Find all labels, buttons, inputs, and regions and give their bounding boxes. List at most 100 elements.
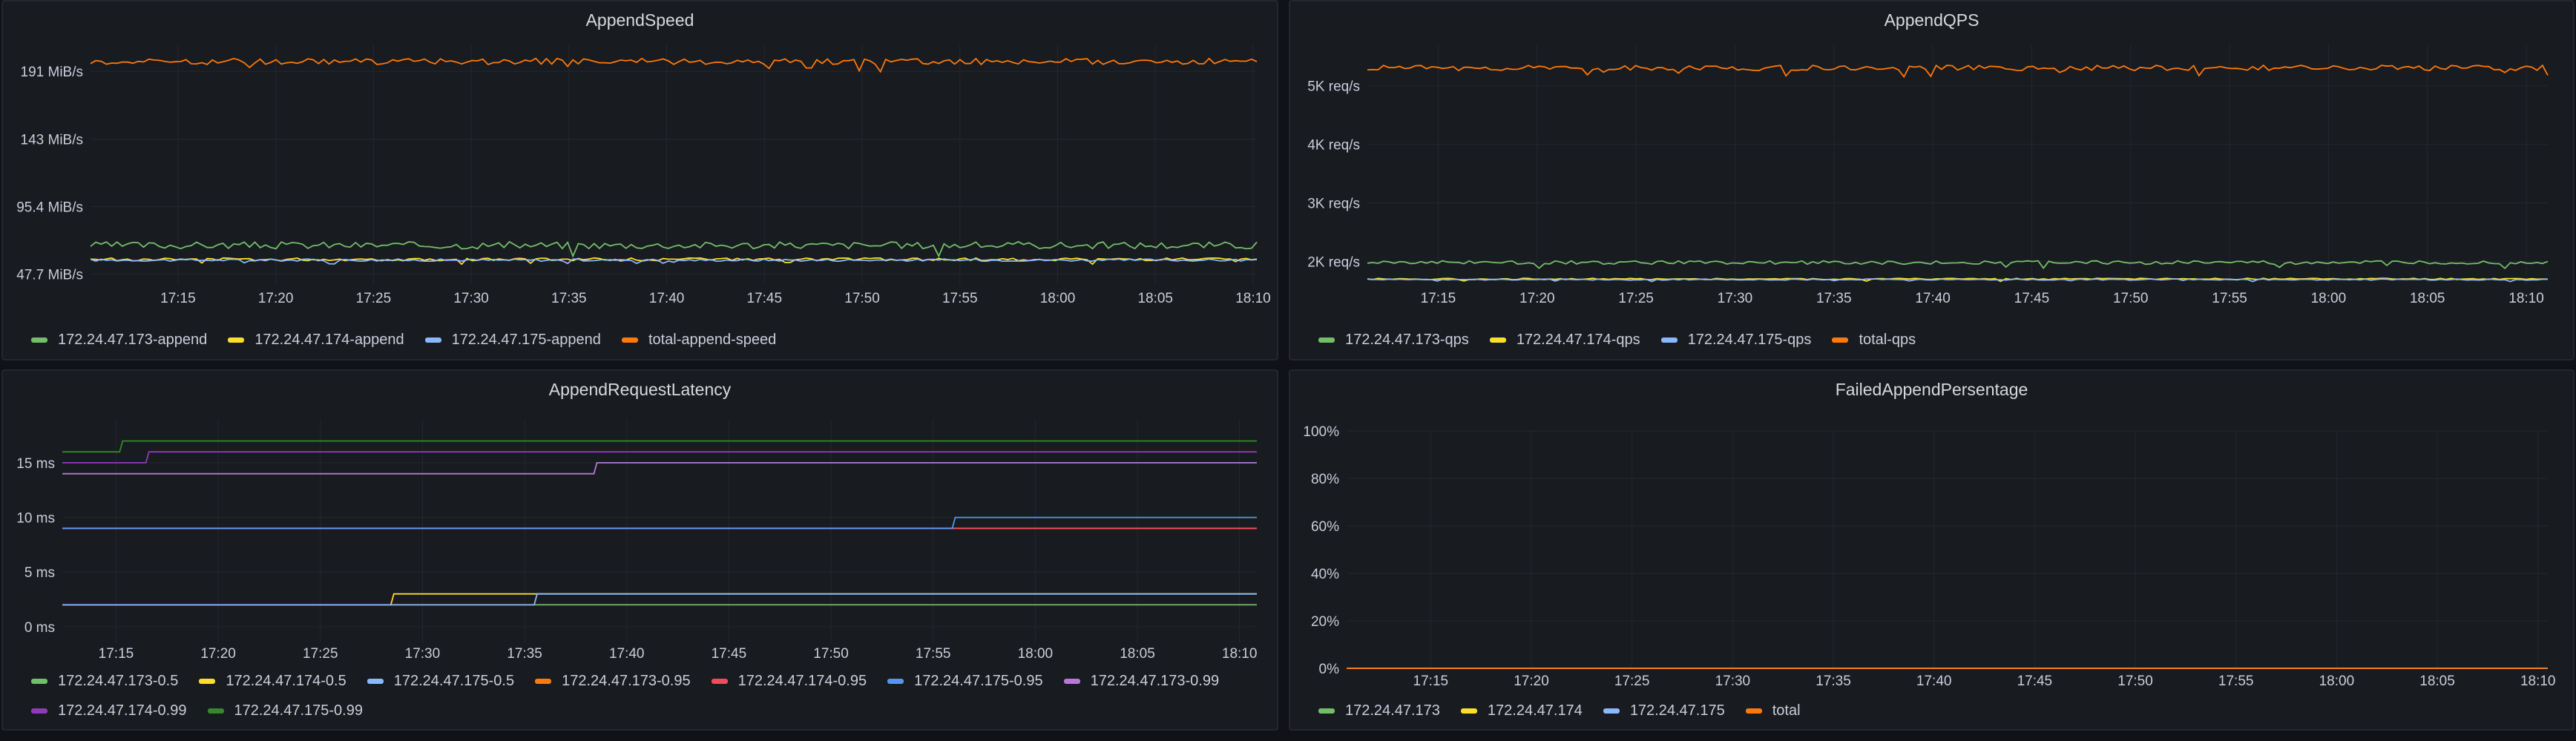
legend-label: 172.24.47.174-0.99 xyxy=(58,702,187,719)
y-tick-label: 20% xyxy=(1311,614,1339,630)
x-tick-label: 18:10 xyxy=(1222,646,1258,662)
x-tick-label: 17:40 xyxy=(1915,291,1951,306)
panel-title[interactable]: AppendSpeed xyxy=(585,10,694,30)
x-tick-label: 17:50 xyxy=(2113,291,2149,306)
x-tick-label: 17:15 xyxy=(1421,291,1456,306)
legend-swatch xyxy=(1318,708,1335,714)
x-tick-label: 17:35 xyxy=(507,646,542,662)
series-line[interactable] xyxy=(62,451,1257,464)
y-tick-label: 40% xyxy=(1311,567,1339,582)
series-line[interactable] xyxy=(90,57,1258,73)
legend-item[interactable]: 172.24.47.175-0.5 xyxy=(367,666,514,696)
legend-item[interactable]: total xyxy=(1745,696,1801,725)
x-tick-label: 17:35 xyxy=(1816,674,1851,689)
panel-append-request-latency[interactable]: AppendRequestLatency 17:15 17:20 17:25 17:3… xyxy=(1,369,1278,731)
legend: 172.24.47.173 172.24.47.174 172.24.47.175 t… xyxy=(1318,696,2558,725)
panel-title[interactable]: AppendQPS xyxy=(1884,10,1979,30)
x-tick-label: 17:35 xyxy=(551,291,587,306)
y-tick-label: 143 MiB/s xyxy=(21,133,83,148)
chart-append-qps: 17:15 17:20 17:25 17:30 17:35 17:40 17:45 17:50… xyxy=(1307,45,2549,306)
x-tick-label: 17:25 xyxy=(1618,291,1654,306)
legend-item[interactable]: total-qps xyxy=(1832,325,1916,355)
legend-swatch xyxy=(207,708,224,714)
x-tick-label: 17:30 xyxy=(405,646,441,662)
series-line[interactable] xyxy=(90,258,1258,265)
panel-append-speed[interactable]: AppendSpeed 17:15 17:20 17:25 17:30 17:35 17:… xyxy=(1,0,1278,360)
series-line[interactable] xyxy=(62,440,1257,453)
x-tick-label: 17:45 xyxy=(747,291,783,306)
y-tick-label: 0 ms xyxy=(24,620,55,636)
legend-item[interactable]: 172.24.47.175-0.95 xyxy=(887,666,1043,696)
panel-append-qps[interactable]: AppendQPS 17:15 17:20 17:25 17:30 17:35 17:40… xyxy=(1289,0,2575,360)
y-tick-label: 100% xyxy=(1303,424,1339,440)
legend-label: total-append-speed xyxy=(648,331,777,348)
legend-item[interactable]: 172.24.47.175-0.99 xyxy=(207,696,363,725)
legend-label: total xyxy=(1772,702,1801,719)
legend-item[interactable]: 172.24.47.173-qps xyxy=(1318,325,1469,355)
legend-label: 172.24.47.175-0.5 xyxy=(393,672,515,689)
legend-label: 172.24.47.173-0.5 xyxy=(58,672,179,689)
legend: 172.24.47.173-qps 172.24.47.174-qps 172.24… xyxy=(1318,325,2558,355)
legend-label: total-qps xyxy=(1859,331,1916,348)
x-tick-label: 18:05 xyxy=(2410,291,2445,306)
series-line[interactable] xyxy=(90,257,1258,266)
y-tick-label: 10 ms xyxy=(16,511,55,527)
legend: 172.24.47.173-append 172.24.47.174-append… xyxy=(31,325,1262,355)
x-tick-label: 17:55 xyxy=(2212,291,2247,306)
series-line[interactable] xyxy=(1367,64,2549,79)
legend-swatch xyxy=(1489,337,1506,343)
legend-item[interactable]: 172.24.47.173 xyxy=(1318,696,1440,725)
chart-append-request-latency: 17:15 17:20 17:25 17:30 17:35 17:40 17:45 17:50… xyxy=(16,419,1258,662)
x-tick-label: 18:00 xyxy=(2319,674,2355,689)
legend-item[interactable]: 172.24.47.173-append xyxy=(31,325,207,355)
legend-item[interactable]: 172.24.47.175-qps xyxy=(1660,325,1811,355)
legend-swatch xyxy=(1318,337,1335,343)
x-tick-label: 18:00 xyxy=(1018,646,1054,662)
legend-label: 172.24.47.175-0.95 xyxy=(914,672,1043,689)
y-tick-label: 80% xyxy=(1311,472,1339,487)
x-tick-label: 17:15 xyxy=(99,646,134,662)
legend-item[interactable]: 172.24.47.173-0.99 xyxy=(1063,666,1219,696)
x-tick-label: 18:10 xyxy=(2520,674,2556,689)
legend: 172.24.47.173-0.5 172.24.47.174-0.5 172.24… xyxy=(31,666,1262,725)
series-line[interactable] xyxy=(1367,260,2549,270)
x-tick-label: 17:25 xyxy=(303,646,338,662)
legend-item[interactable]: 172.24.47.174-append xyxy=(228,325,404,355)
legend-swatch xyxy=(1460,708,1477,714)
legend-item[interactable]: 172.24.47.173-0.5 xyxy=(31,666,178,696)
x-tick-label: 18:00 xyxy=(1040,291,1076,306)
x-tick-label: 17:40 xyxy=(649,291,685,306)
legend-item[interactable]: 172.24.47.174-0.95 xyxy=(711,666,867,696)
legend-label: 172.24.47.174-qps xyxy=(1516,331,1640,348)
y-tick-label: 5 ms xyxy=(24,565,55,581)
x-tick-label: 17:30 xyxy=(1718,291,1753,306)
legend-item[interactable]: 172.24.47.174-0.99 xyxy=(31,696,187,725)
x-tick-label: 17:35 xyxy=(1816,291,1852,306)
legend-label: 172.24.47.173 xyxy=(1345,702,1440,719)
panel-failed-append-persentage[interactable]: FailedAppendPersentage 17:15 17:20 17:25 17… xyxy=(1289,369,2575,731)
series-line[interactable] xyxy=(62,593,1257,606)
legend-swatch xyxy=(887,678,904,684)
series-line[interactable] xyxy=(62,462,1257,475)
legend-item[interactable]: 172.24.47.173-0.95 xyxy=(535,666,691,696)
x-tick-label: 18:05 xyxy=(2419,674,2455,689)
x-tick-label: 17:20 xyxy=(258,291,294,306)
series-line[interactable] xyxy=(62,593,1257,606)
panel-title[interactable]: AppendRequestLatency xyxy=(548,380,732,399)
series-line[interactable] xyxy=(62,516,1257,530)
panel-title[interactable]: FailedAppendPersentage xyxy=(1835,380,2028,399)
legend-item[interactable]: 172.24.47.174 xyxy=(1460,696,1583,725)
series-line[interactable] xyxy=(90,240,1258,258)
legend-label: 172.24.47.174-append xyxy=(254,331,404,348)
legend-swatch xyxy=(31,337,47,343)
legend-item[interactable]: 172.24.47.174-0.5 xyxy=(199,666,346,696)
legend-swatch xyxy=(621,337,638,343)
legend-item[interactable]: total-append-speed xyxy=(621,325,777,355)
legend-swatch xyxy=(1745,708,1762,714)
series-line[interactable] xyxy=(1367,278,2549,283)
legend-swatch xyxy=(424,337,441,343)
legend-item[interactable]: 172.24.47.175-append xyxy=(424,325,601,355)
y-tick-label: 2K req/s xyxy=(1307,254,1360,270)
legend-item[interactable]: 172.24.47.174-qps xyxy=(1489,325,1640,355)
legend-item[interactable]: 172.24.47.175 xyxy=(1603,696,1725,725)
